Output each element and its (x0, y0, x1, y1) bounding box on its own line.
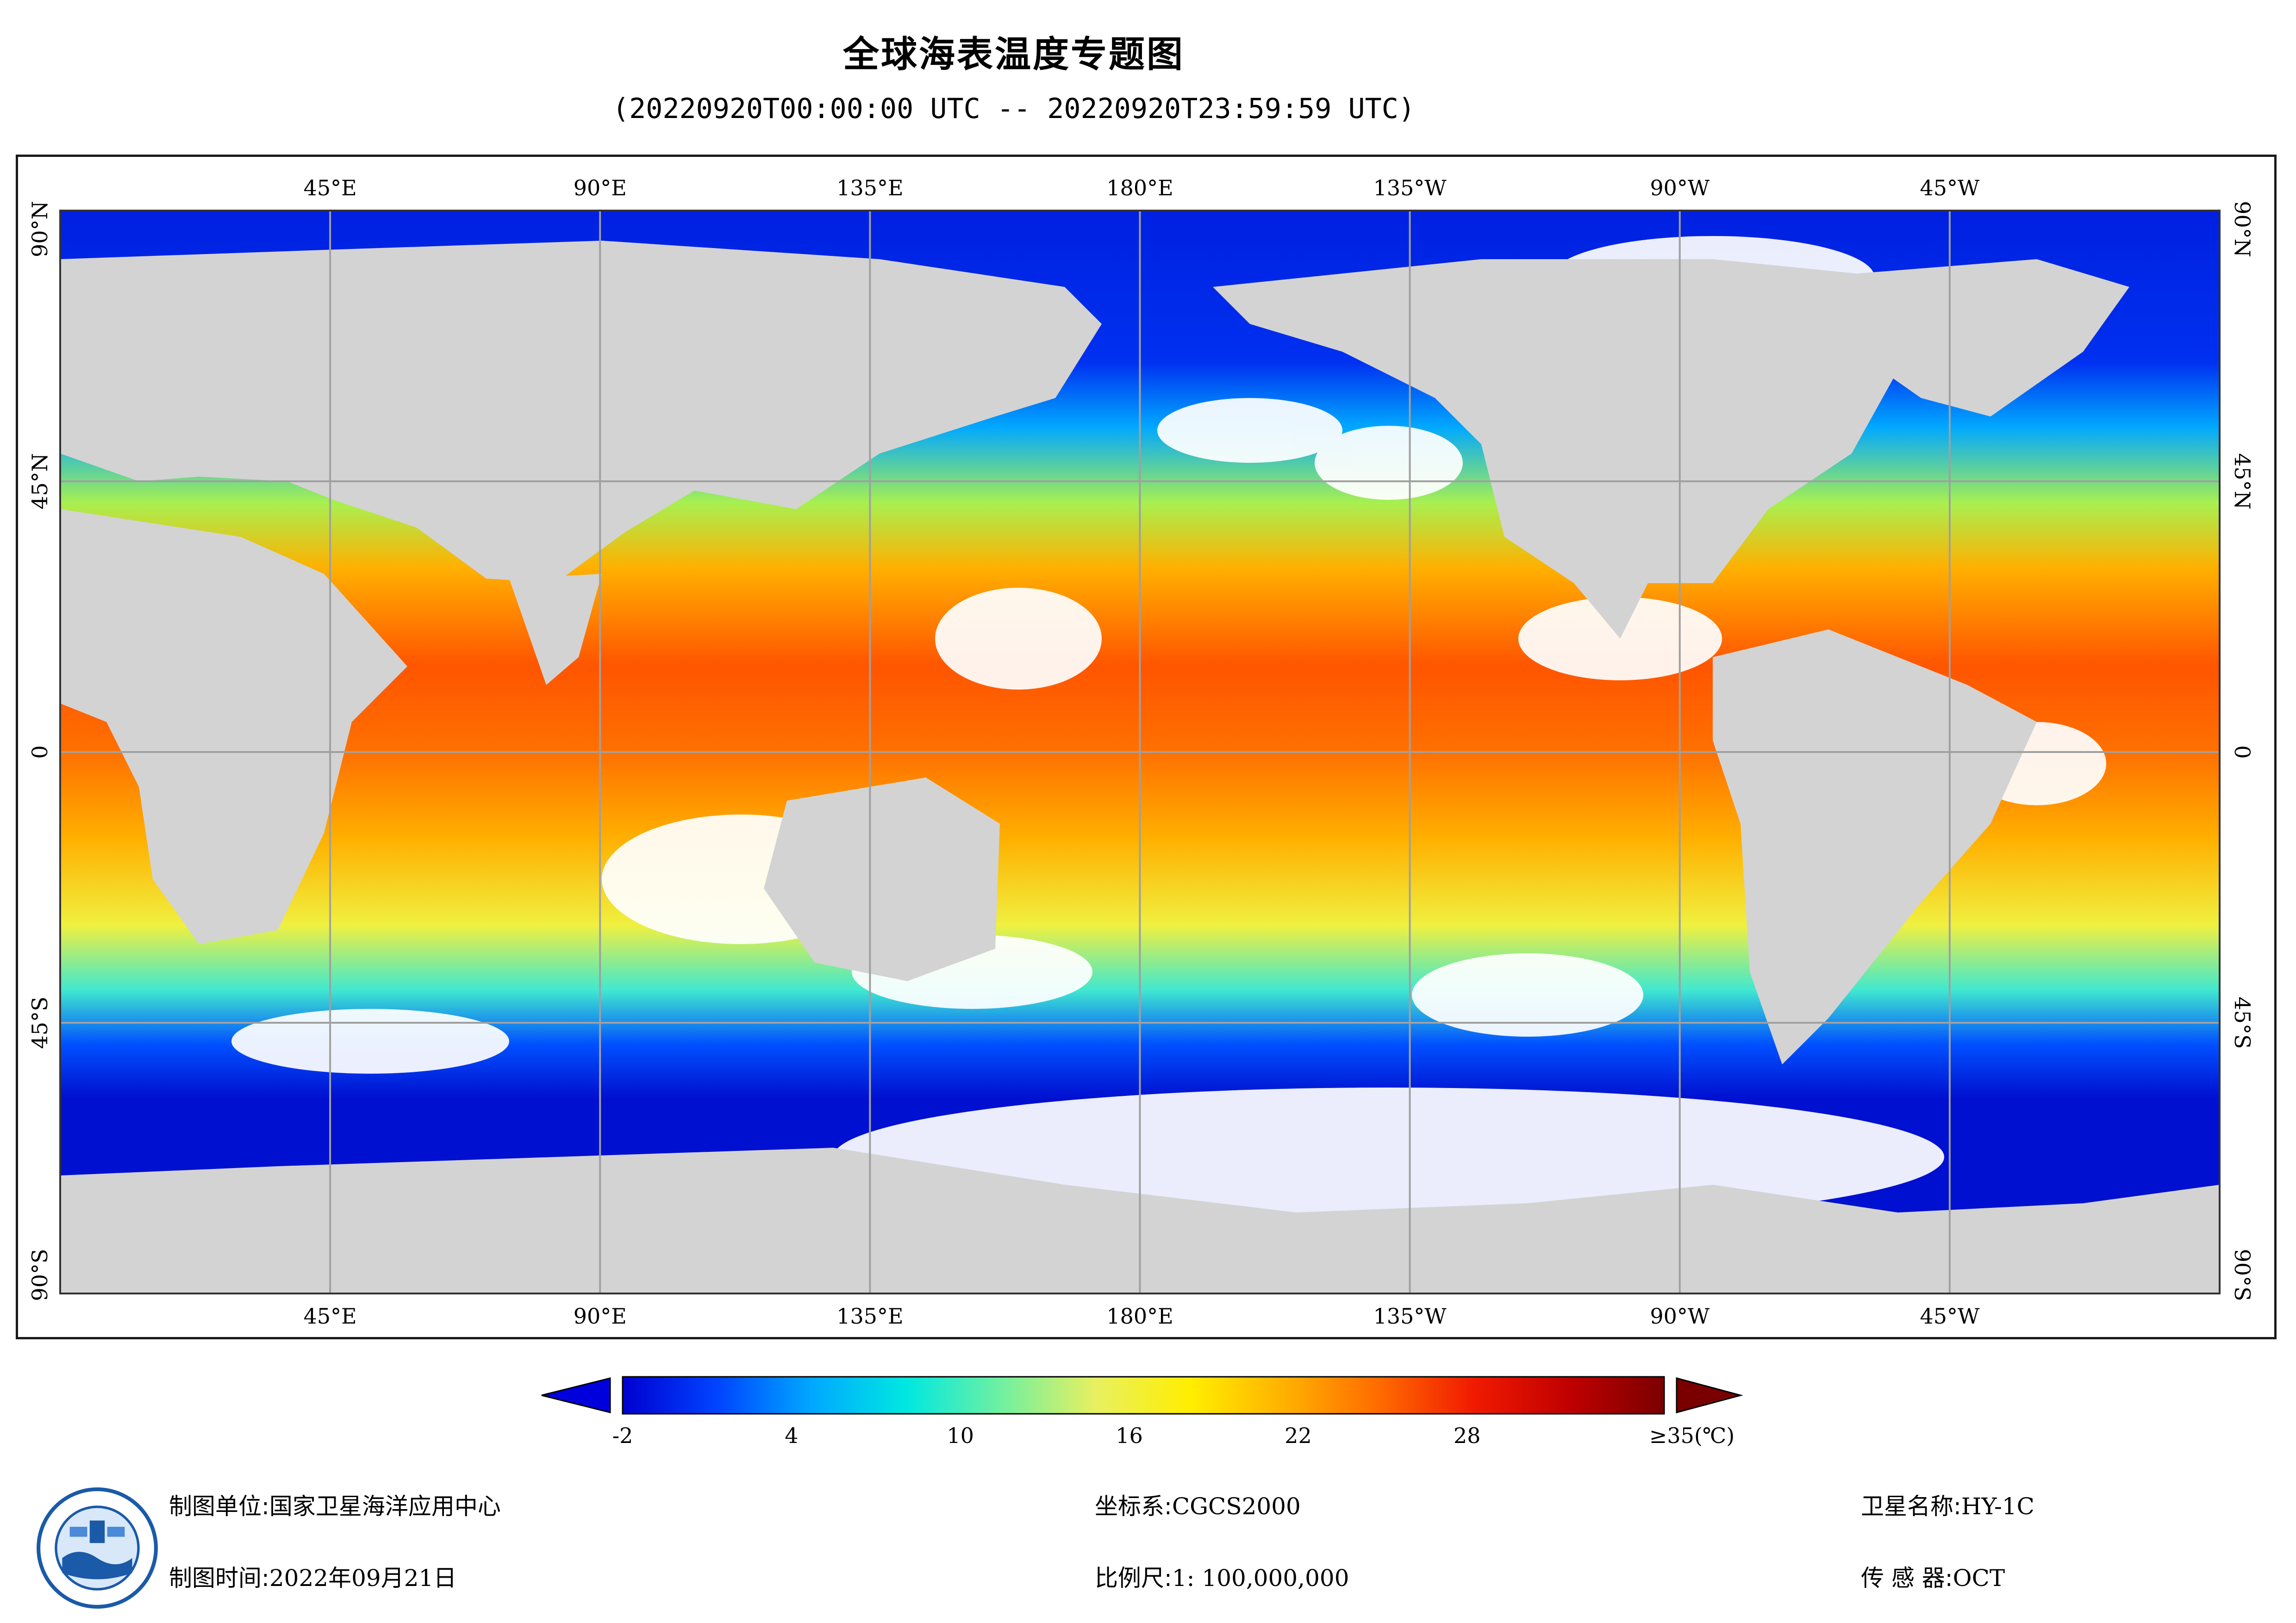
latitude-label-right: 90°S (2230, 1249, 2255, 1301)
sst-map: 45°E 90°E 135°E 180°E 135°W 90°W 45°W 45°E 90°E… (27, 175, 2255, 1329)
satellite-value: HY-1C (1961, 1493, 2034, 1520)
satellite-label: 卫星名称: (1861, 1493, 1961, 1520)
map-inner-border (59, 210, 2221, 1294)
land-eurasia (60, 241, 1102, 583)
longitude-label-top: 45°W (1920, 175, 1980, 200)
mapping-org: 制图单位:国家卫星海洋应用中心 (169, 1488, 501, 1521)
mapping-date-label: 制图时间: (169, 1565, 269, 1592)
colorbar (541, 1376, 1743, 1415)
map-scale: 比例尺:1: 100,000,000 (1095, 1560, 1349, 1593)
colorbar-tick-label: ≥35(℃) (1649, 1423, 1735, 1448)
colorbar-under-arrow (541, 1377, 611, 1413)
longitude-labels-bottom: 45°E 90°E 135°E 180°E 135°W 90°W 45°W (304, 1304, 1980, 1329)
map-title: 全球海表温度专题图 (842, 34, 1185, 75)
sensor-name: 传 感 器:OCT (1861, 1560, 2005, 1593)
longitude-label-top: 45°E (304, 175, 357, 200)
crs-value: CGCS2000 (1172, 1493, 1301, 1520)
longitude-label-top: 90°W (1650, 175, 1710, 200)
graticule (60, 211, 2220, 1293)
longitude-label-bottom: 180°E (1106, 1304, 1173, 1329)
sensor-label: 传 感 器: (1861, 1565, 1953, 1592)
longitude-label-bottom: 135°W (1373, 1304, 1447, 1329)
scale-label: 比例尺: (1095, 1565, 1172, 1592)
longitude-label-bottom: 45°E (304, 1304, 357, 1329)
colorbar-tick-label: -2 (612, 1423, 633, 1448)
land-north-america (1213, 259, 1990, 639)
latitude-label-right: 90°N (2230, 201, 2255, 257)
longitude-label-bottom: 90°E (574, 1304, 627, 1329)
longitude-label-bottom: 90°W (1650, 1304, 1710, 1329)
time-range-subtitle: (20220920T00:00:00 UTC -- 20220920T23:59… (612, 93, 1415, 125)
land-greenland (1805, 259, 2129, 417)
latitude-label-left: 45°N (27, 453, 52, 510)
latitude-labels-right: 90°N 45°N 0 45°S 90°S (2230, 201, 2255, 1301)
mapping-org-label: 制图单位: (169, 1493, 269, 1520)
colorbar-tick-label: 10 (947, 1423, 974, 1448)
land-india (509, 574, 602, 685)
colorbar-over-arrow (1676, 1377, 1743, 1413)
latitude-label-left: 90°S (27, 1249, 52, 1301)
map-frame (16, 155, 2277, 1339)
longitude-label-top: 135°W (1373, 175, 1447, 200)
latitude-labels-left: 90°N 45°N 0 45°S 90°S (27, 201, 52, 1301)
mapping-org-value: 国家卫星海洋应用中心 (269, 1493, 501, 1520)
satellite-name: 卫星名称:HY-1C (1861, 1488, 2034, 1521)
scale-value: 1: 100,000,000 (1172, 1565, 1349, 1592)
colorbar-tick-label: 22 (1285, 1423, 1312, 1448)
latitude-label-right: 0 (2230, 745, 2255, 759)
mapping-date: 制图时间:2022年09月21日 (169, 1560, 456, 1593)
latitude-label-left: 0 (27, 745, 52, 759)
land-australia (764, 777, 1000, 981)
crs-label: 坐标系: (1095, 1493, 1172, 1520)
latitude-label-right: 45°S (2230, 996, 2255, 1049)
longitude-label-bottom: 45°W (1920, 1304, 1980, 1329)
longitude-label-top: 90°E (574, 175, 627, 200)
land-south-america (1713, 629, 2037, 1064)
colorbar-tick-label: 16 (1116, 1423, 1143, 1448)
longitude-label-top: 135°E (836, 175, 903, 200)
latitude-label-left: 90°N (27, 201, 52, 257)
coordinate-system: 坐标系:CGCS2000 (1095, 1488, 1301, 1521)
longitude-label-top: 180°E (1106, 175, 1173, 200)
colorbar-tick-label: 4 (785, 1423, 799, 1448)
mapping-date-value: 2022年09月21日 (269, 1565, 457, 1592)
sensor-value: OCT (1953, 1565, 2005, 1592)
colorbar-bar (622, 1376, 1665, 1415)
latitude-label-right: 45°N (2230, 453, 2255, 510)
latitude-label-left: 45°S (27, 996, 52, 1049)
agency-logo-icon (37, 1487, 158, 1609)
longitude-label-bottom: 135°E (836, 1304, 903, 1329)
land-africa (60, 509, 407, 944)
longitude-labels-top: 45°E 90°E 135°E 180°E 135°W 90°W 45°W (304, 175, 1980, 200)
colorbar-tick-label: 28 (1454, 1423, 1481, 1448)
